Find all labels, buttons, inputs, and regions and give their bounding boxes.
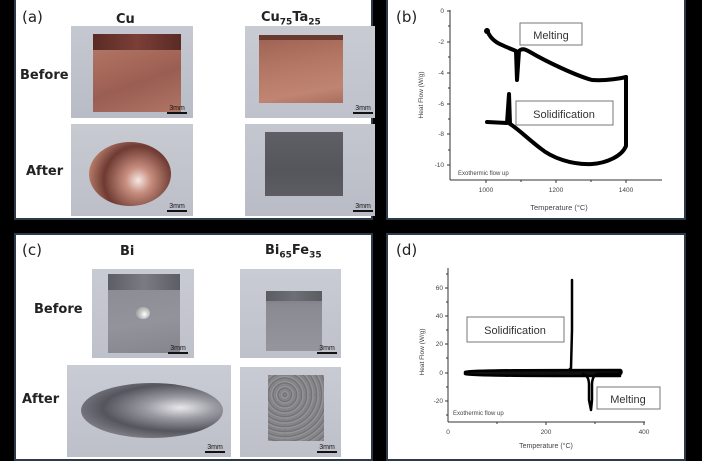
panel-b-label: (b) xyxy=(396,8,418,26)
annotation-melting-d: Melting xyxy=(610,394,645,406)
ytick-b-1: -2 xyxy=(438,39,444,46)
scale-bar: 3mm xyxy=(167,203,187,212)
curve-d-cooling xyxy=(567,278,574,372)
panel-a-label: (a) xyxy=(22,8,43,26)
photo-bi-before: 3mm xyxy=(92,269,194,358)
photo-bi65fe35-after: 3mm xyxy=(240,367,341,457)
ytick-d-1: 40 xyxy=(436,313,444,320)
ytick-b-0: 0 xyxy=(440,8,444,15)
xtick-b-0: 1000 xyxy=(479,187,494,194)
annotation-melting-b: Melting xyxy=(533,30,568,42)
col-title-cu: Cu xyxy=(116,12,135,27)
curve-b-heating xyxy=(485,28,628,83)
xtick-b-2: 1400 xyxy=(619,187,634,194)
panel-d-label: (d) xyxy=(396,241,418,259)
xtick-d-1: 200 xyxy=(541,429,552,436)
scale-bar: 3mm xyxy=(317,345,337,354)
annotation-solidification-d: Solidification xyxy=(484,325,546,337)
scale-bar: 3mm xyxy=(353,203,373,212)
curve-b-cooling xyxy=(485,75,628,167)
photo-bi-after: 3mm xyxy=(67,365,231,457)
curve-d-band xyxy=(463,368,622,378)
xtick-d-2: 400 xyxy=(639,429,650,436)
ytick-b-2: -4 xyxy=(438,70,444,77)
ylabel-d: Heat Flow (W/g) xyxy=(419,329,426,376)
photo-cu-after: 3mm xyxy=(71,124,193,216)
chart-d: 60 40 20 0 -20 0 200 400 Temperature (°C… xyxy=(419,268,661,450)
ytick-d-4: -20 xyxy=(434,398,444,405)
xlabel-b: Temperature (°C) xyxy=(530,203,588,212)
col-title-cu75ta25: Cu75Ta25 xyxy=(261,10,321,28)
ytick-b-4: -8 xyxy=(438,131,444,138)
panel-b: (b) 0 -2 -4 -6 -8 -10 1000 1200 140 xyxy=(386,0,686,220)
xtick-b-1: 1200 xyxy=(549,187,564,194)
scale-bar: 3mm xyxy=(168,345,188,354)
scale-bar: 3mm xyxy=(317,444,337,453)
note-d: Exothermic flow up xyxy=(453,411,504,417)
scale-bar: 3mm xyxy=(167,105,187,114)
xtick-d-0: 0 xyxy=(446,429,450,436)
row-label-before: Before xyxy=(34,302,83,317)
ytick-d-0: 60 xyxy=(436,285,444,292)
ytick-b-5: -10 xyxy=(435,162,445,169)
xlabel-d: Temperature (°C) xyxy=(519,442,573,450)
row-label-after: After xyxy=(26,164,64,179)
panel-c-label: (c) xyxy=(22,241,42,259)
annotation-solidification-b: Solidification xyxy=(533,109,595,121)
col-title-bi65fe35: Bi65Fe35 xyxy=(265,243,322,261)
chart-b: 0 -2 -4 -6 -8 -10 1000 1200 1400 Tempera… xyxy=(418,8,662,212)
ytick-b-3: -6 xyxy=(438,101,444,108)
scale-bar: 3mm xyxy=(205,444,225,453)
ytick-d-2: 20 xyxy=(436,341,444,348)
photo-cu75ta25-before: 3mm xyxy=(245,26,375,118)
curve-d-heating xyxy=(581,368,623,412)
ytick-d-3: 0 xyxy=(439,370,443,377)
photo-cu75ta25-after: 3mm xyxy=(245,124,375,216)
panel-c: (c) Bi Bi65Fe35 Before After 3mm 3mm 3mm… xyxy=(14,233,373,461)
row-label-before: Before xyxy=(20,68,69,83)
col-title-bi: Bi xyxy=(120,244,135,259)
note-b: Exothermic flow up xyxy=(458,171,509,177)
photo-cu-before: 3mm xyxy=(71,26,193,118)
photo-bi65fe35-before: 3mm xyxy=(240,269,341,358)
scale-bar: 3mm xyxy=(353,105,373,114)
ylabel-b: Heat Flow (W/g) xyxy=(418,72,425,119)
panel-d: (d) 60 40 20 0 -20 0 200 400 Temperature… xyxy=(386,233,686,461)
row-label-after: After xyxy=(22,392,60,407)
panel-a: (a) Cu Cu75Ta25 Before After 3mm 3mm 3mm… xyxy=(14,0,375,220)
